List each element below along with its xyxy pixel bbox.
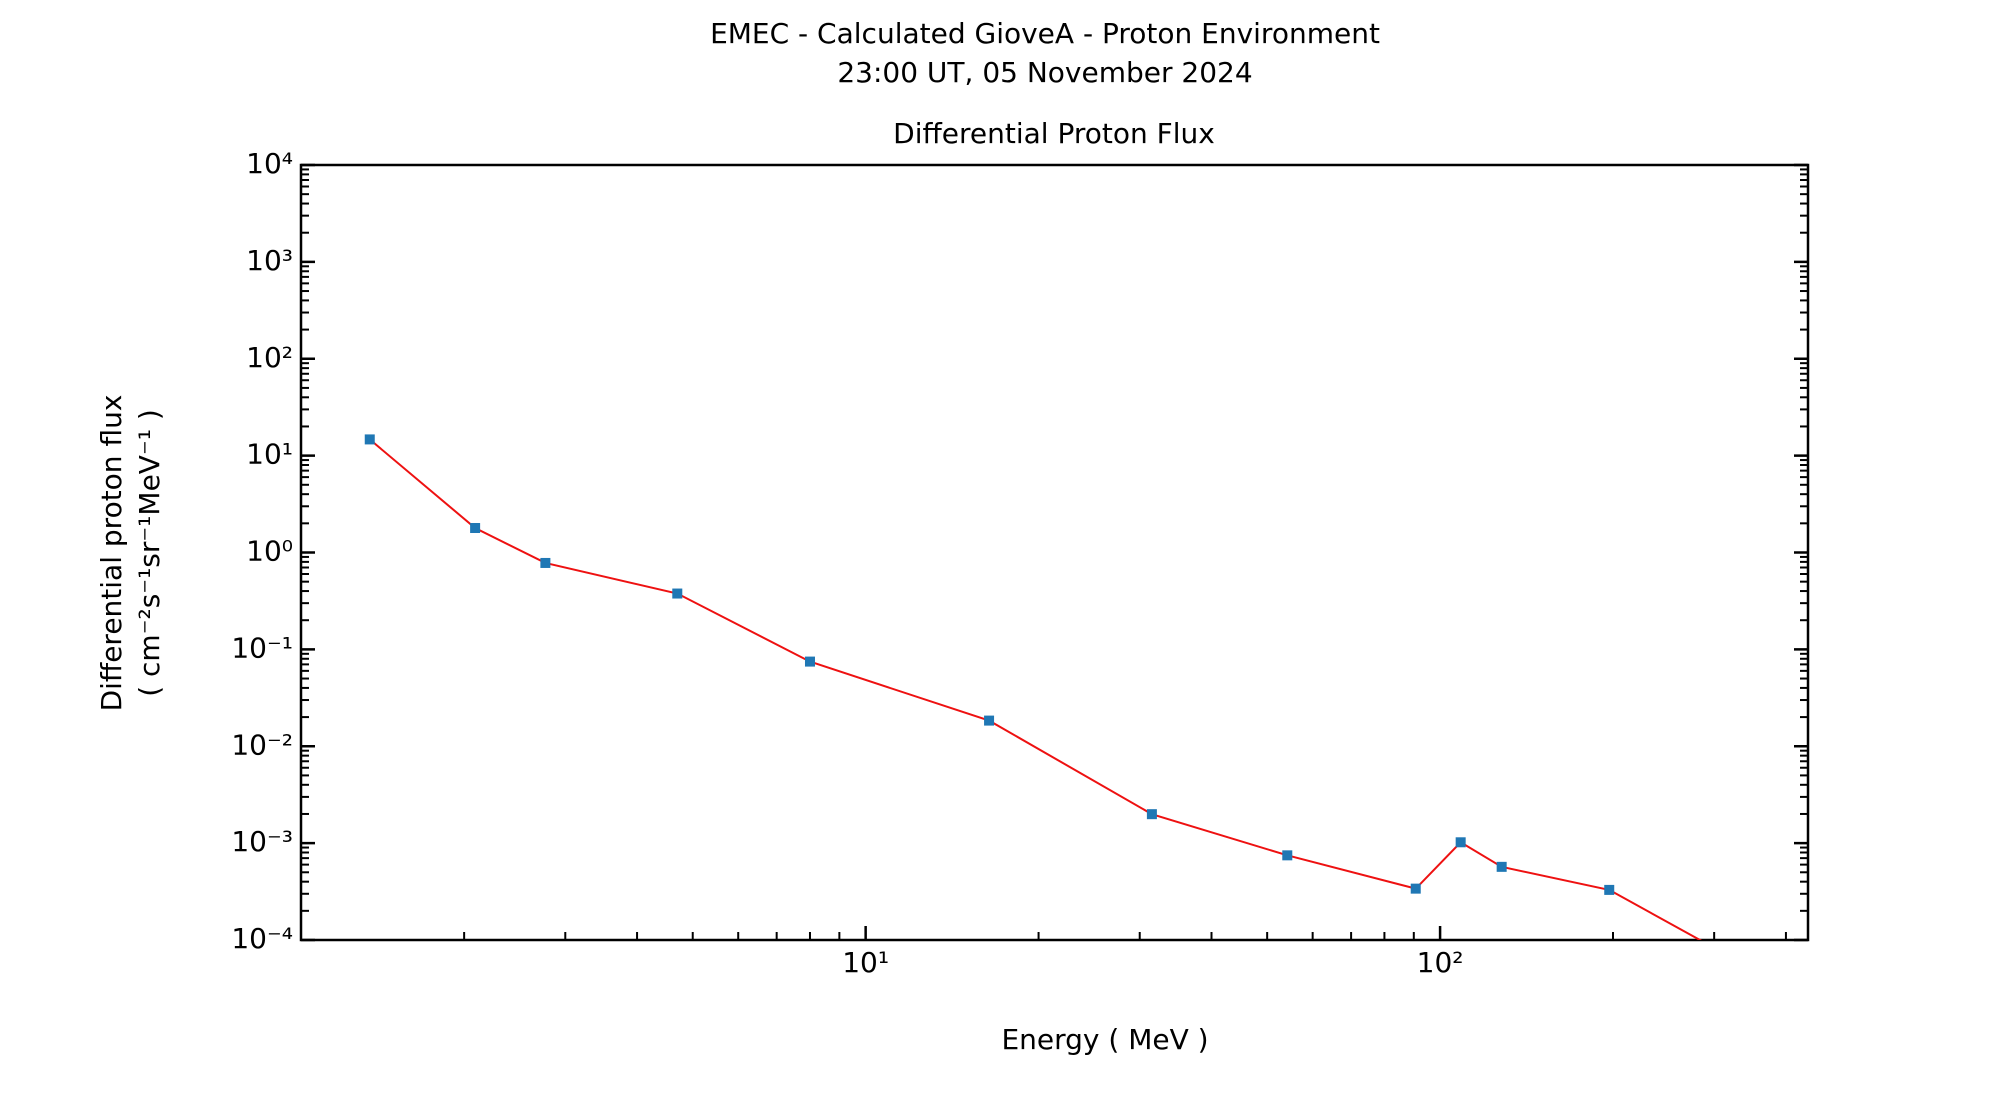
plot-area <box>364 434 1719 953</box>
x-tick-label: 10¹ <box>842 946 889 979</box>
data-marker <box>364 434 375 445</box>
data-marker <box>804 656 815 667</box>
y-tick-label: 10⁻² <box>231 728 293 761</box>
data-marker <box>1604 884 1615 895</box>
y-tick-label: 10⁻³ <box>231 825 293 858</box>
data-marker <box>1455 837 1466 848</box>
data-marker <box>672 588 683 599</box>
chart-subtitle: 23:00 UT, 05 November 2024 <box>837 56 1252 89</box>
y-tick-label: 10⁻⁴ <box>231 922 293 955</box>
x-axis-label: Energy ( MeV ) <box>1001 1023 1208 1056</box>
y-tick-label: 10⁰ <box>246 535 293 568</box>
data-marker <box>540 557 551 568</box>
plot-frame <box>299 163 1810 942</box>
data-marker <box>1496 861 1507 872</box>
data-marker <box>1282 850 1293 861</box>
y-tick-label: 10⁴ <box>246 147 293 180</box>
data-marker <box>1709 943 1719 953</box>
y-tick-label: 10² <box>246 341 293 374</box>
chart-title: EMEC - Calculated GioveA - Proton Enviro… <box>710 17 1380 50</box>
y-tick-label: 10³ <box>246 244 293 277</box>
y-tick-label: 10¹ <box>246 438 293 471</box>
data-line <box>369 438 1703 940</box>
data-marker <box>470 523 481 534</box>
y-axis-label: Differential proton flux <box>95 395 128 712</box>
data-marker <box>984 715 995 726</box>
y-tick-label: 10⁻¹ <box>231 631 293 664</box>
x-tick-label: 10² <box>1417 946 1464 979</box>
y-axis-label: ( cm⁻²s⁻¹sr⁻¹MeV⁻¹ ) <box>133 409 166 697</box>
plot-title: Differential Proton Flux <box>893 117 1215 150</box>
data-marker <box>1146 809 1157 820</box>
data-marker <box>1410 883 1421 894</box>
